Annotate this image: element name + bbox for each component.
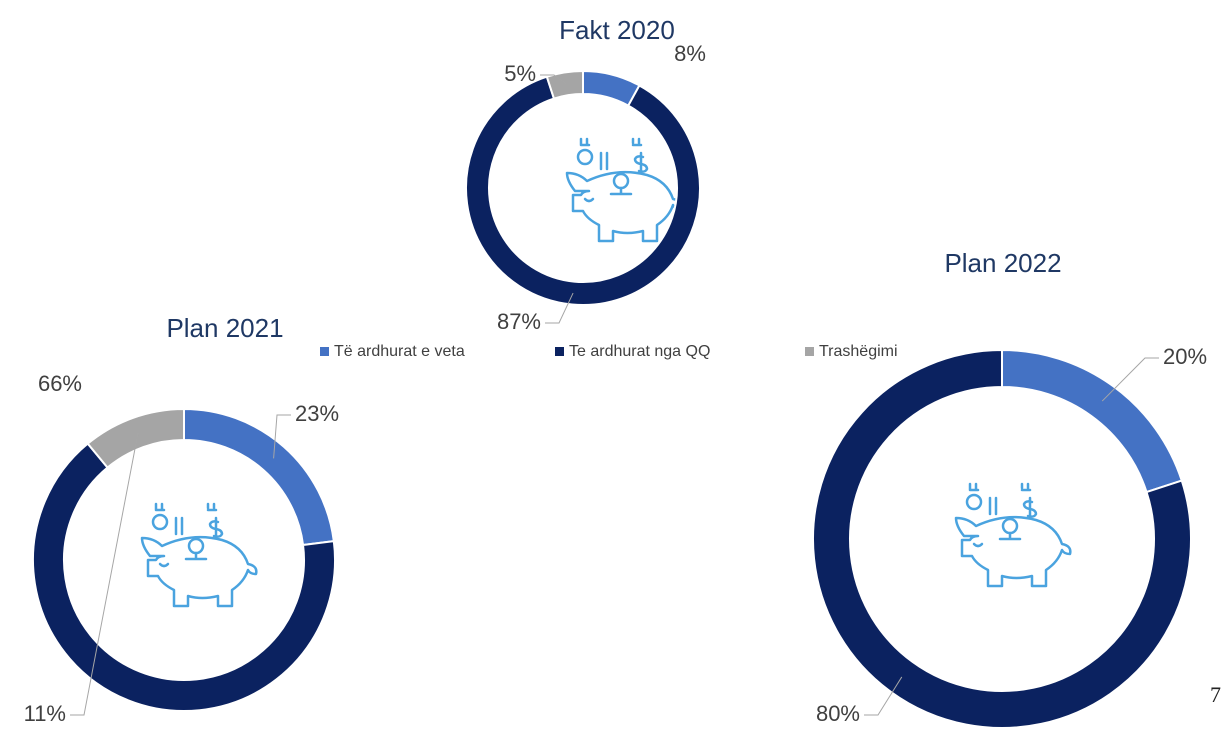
data-label: 8% [674, 41, 706, 66]
donut-segment [465, 75, 701, 306]
donut-segment [32, 442, 336, 712]
piggy-icon [140, 502, 258, 608]
legend-swatch [805, 347, 814, 356]
donut-segment [812, 348, 1192, 729]
leader-line [273, 414, 291, 459]
donut-segment [545, 69, 584, 100]
leader-line [70, 432, 139, 716]
piggy-icon [565, 137, 683, 243]
data-label: 87% [497, 309, 541, 334]
chart-title: Fakt 2020 [559, 15, 675, 45]
legend-swatch [555, 347, 564, 356]
donut-segment [86, 407, 185, 469]
legend-label: Te ardhurat nga QQ [569, 343, 710, 360]
data-label: 23% [295, 401, 339, 426]
data-label: 5% [504, 61, 536, 86]
legend-swatch [320, 347, 329, 356]
data-label: 11% [24, 701, 66, 726]
data-label: 20% [1163, 344, 1207, 369]
data-label: 66% [38, 371, 82, 396]
piggy-icon [954, 482, 1072, 588]
legend-label: Të ardhurat e veta [334, 343, 465, 360]
legend-label: Trashëgimi [819, 343, 898, 360]
annotation: 7 [1210, 682, 1221, 707]
leader-line [545, 292, 574, 324]
leader-line [540, 74, 567, 85]
chart-title: Plan 2021 [166, 313, 283, 343]
data-label: 80% [816, 701, 860, 726]
leader-line [1101, 357, 1159, 402]
chart-title: Plan 2022 [944, 248, 1061, 278]
donut-segment [183, 407, 335, 547]
leader-line [864, 676, 903, 716]
donut-segment [1001, 348, 1184, 494]
